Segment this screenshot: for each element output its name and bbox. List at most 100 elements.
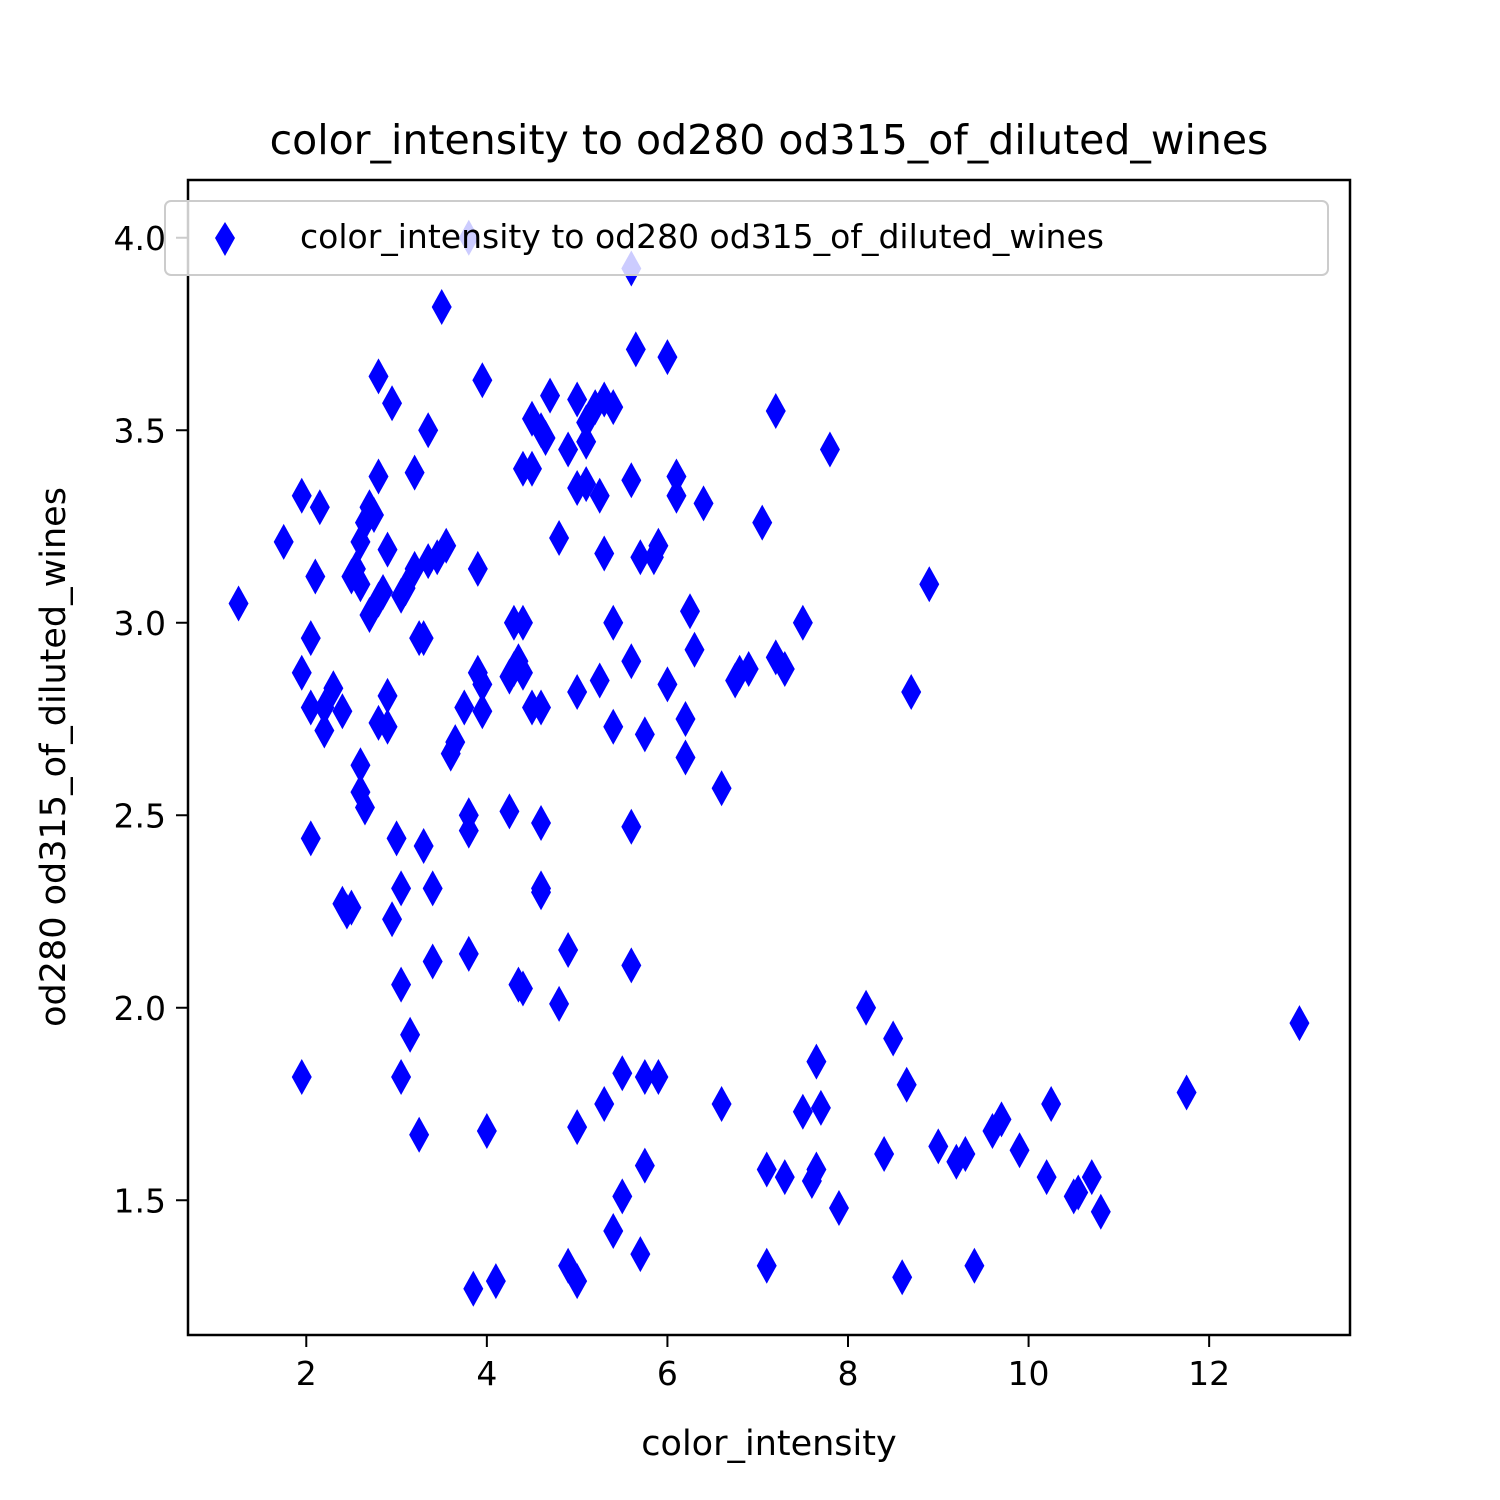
data-point	[711, 1086, 732, 1122]
data-point	[368, 358, 389, 395]
x-tick-label: 12	[1188, 1354, 1230, 1393]
data-point	[1041, 1086, 1062, 1122]
data-point	[589, 477, 610, 514]
data-point	[621, 808, 642, 845]
data-point	[332, 693, 353, 730]
data-point	[567, 470, 588, 506]
data-point	[684, 631, 705, 668]
legend: color_intensity to od280 od315_of_dilute…	[164, 200, 1329, 276]
data-point	[657, 666, 678, 703]
data-point	[350, 523, 371, 560]
data-point	[567, 381, 588, 418]
data-point	[535, 419, 556, 456]
data-point	[391, 577, 412, 614]
data-point	[368, 458, 389, 495]
data-points	[228, 219, 1310, 1307]
data-point	[1081, 1159, 1102, 1196]
data-point	[418, 412, 439, 449]
data-point	[531, 804, 552, 841]
y-tick-label: 1.5	[114, 1181, 166, 1220]
data-point	[540, 377, 561, 414]
data-point	[589, 662, 610, 699]
data-point	[422, 870, 443, 907]
plot-area-frame	[186, 178, 1352, 1337]
data-point	[666, 458, 687, 495]
data-point	[634, 716, 655, 753]
data-point	[603, 1213, 624, 1250]
data-point	[765, 393, 786, 429]
data-point	[621, 643, 642, 680]
data-point	[454, 689, 475, 726]
chart-title: color_intensity to od280 od315_of_dilute…	[270, 116, 1269, 164]
data-point	[512, 604, 533, 641]
data-point	[679, 593, 700, 630]
data-point	[752, 504, 773, 541]
data-point	[1289, 1005, 1310, 1042]
y-tick-label: 2.0	[114, 989, 166, 1028]
data-point	[919, 566, 940, 603]
data-point	[756, 1151, 777, 1188]
data-point	[413, 620, 434, 657]
data-point	[472, 693, 493, 730]
data-point	[558, 932, 579, 968]
data-point	[499, 793, 520, 830]
data-point	[806, 1043, 827, 1080]
data-point	[354, 789, 375, 826]
legend-marker	[215, 222, 235, 256]
data-point	[828, 1189, 849, 1226]
data-point	[1009, 1132, 1030, 1169]
data-point	[309, 489, 330, 526]
data-point	[300, 820, 321, 857]
data-point	[625, 331, 646, 368]
data-point	[874, 1136, 895, 1173]
data-point	[336, 893, 357, 930]
data-point	[305, 558, 326, 595]
data-point	[476, 1112, 497, 1149]
y-tick-label: 3.0	[114, 604, 166, 643]
data-point	[377, 677, 398, 714]
data-point	[521, 450, 542, 487]
x-tick-label: 6	[657, 1354, 678, 1393]
data-point	[472, 666, 493, 703]
data-point	[801, 1163, 822, 1199]
data-point	[603, 604, 624, 641]
data-point	[603, 389, 624, 426]
data-point	[594, 1086, 615, 1122]
data-point	[675, 739, 696, 776]
data-point	[964, 1247, 985, 1284]
data-point	[531, 874, 552, 911]
data-point	[576, 404, 597, 441]
data-point	[810, 1089, 831, 1126]
data-point	[273, 523, 294, 560]
data-point	[558, 431, 579, 468]
y-axis-label: od280 od315_of_diluted_wines	[34, 487, 74, 1027]
legend-label: color_intensity to od280 od315_of_dilute…	[300, 217, 1104, 256]
data-point	[467, 550, 488, 587]
data-point	[391, 1059, 412, 1096]
data-point	[856, 989, 877, 1026]
data-point	[314, 712, 335, 749]
data-point	[567, 674, 588, 711]
data-point	[643, 539, 664, 576]
data-point	[458, 812, 479, 849]
x-axis-label: color_intensity	[641, 1424, 896, 1464]
data-point	[391, 966, 412, 1003]
data-point	[883, 1020, 904, 1057]
data-point	[621, 462, 642, 499]
data-point	[1036, 1159, 1057, 1196]
data-point	[819, 431, 840, 468]
data-point	[901, 674, 922, 711]
data-point	[382, 385, 403, 422]
y-axis: 1.5 2.0 2.5 3.0 3.5 4.0	[114, 219, 188, 1220]
data-point	[291, 654, 312, 691]
data-point	[634, 1147, 655, 1184]
y-tick-label: 4.0	[114, 219, 166, 258]
data-point	[982, 1112, 1003, 1149]
data-point	[657, 339, 678, 376]
data-point	[458, 935, 479, 972]
data-point	[711, 770, 732, 807]
data-point	[314, 689, 335, 726]
legend-box	[164, 200, 1329, 276]
data-point	[440, 735, 461, 772]
data-point	[485, 1263, 506, 1300]
